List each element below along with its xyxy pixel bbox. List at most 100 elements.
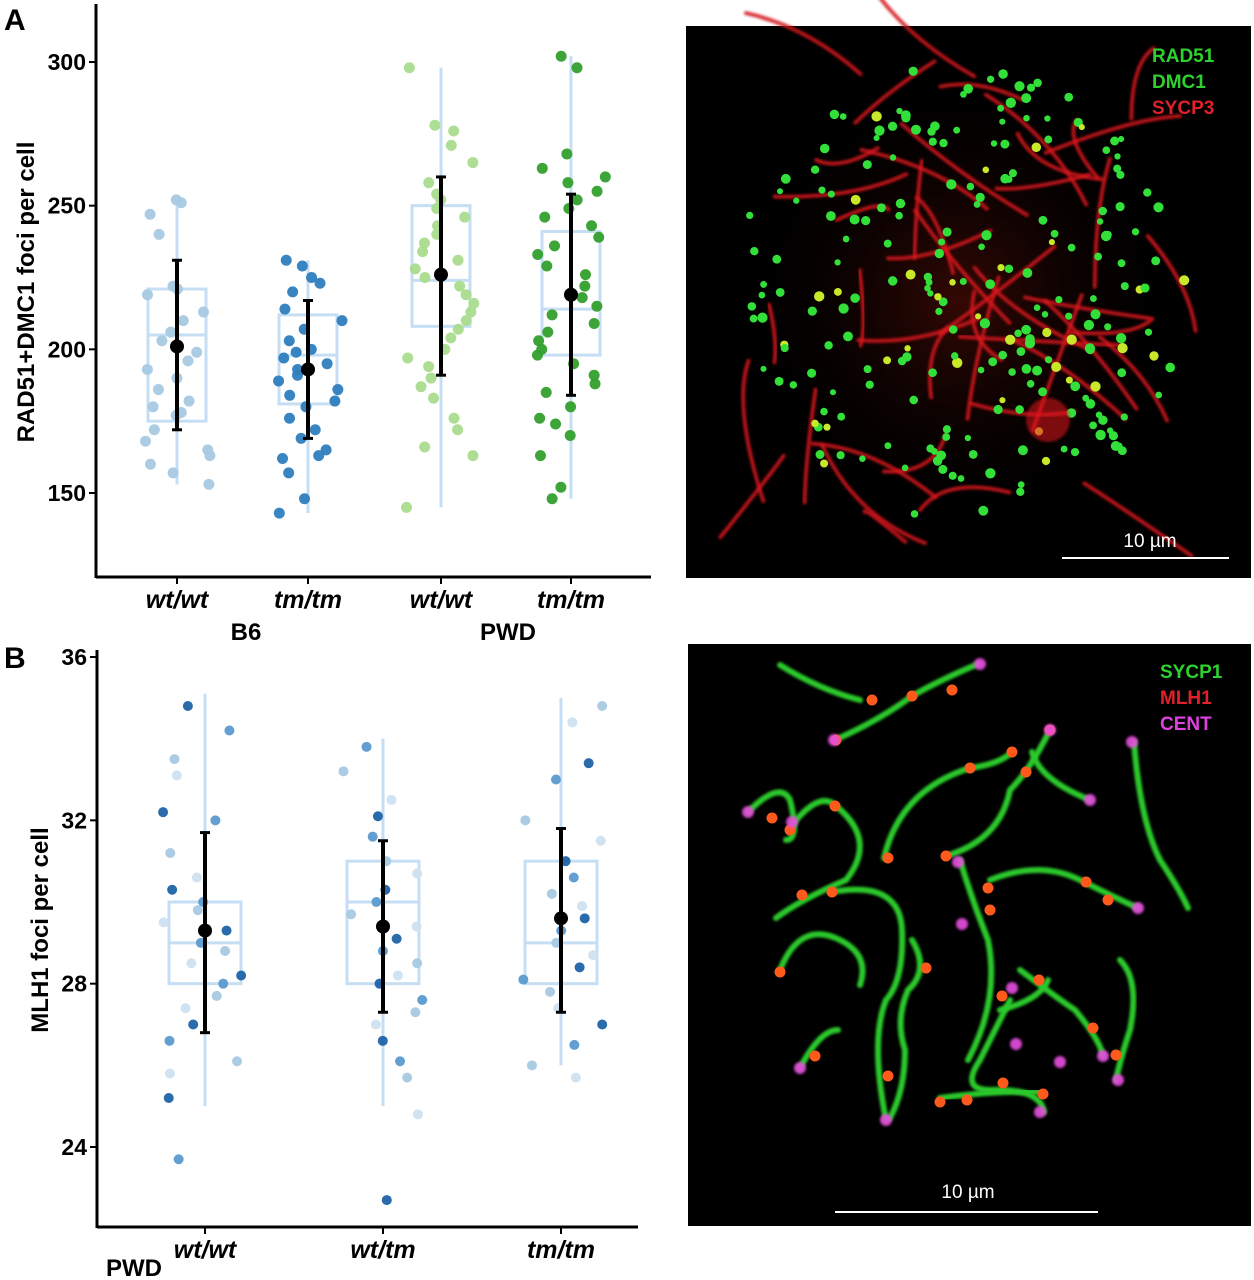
sycp3-axis [853,59,937,125]
data-point [542,326,554,338]
data-point [210,815,221,826]
rad51-dmc1-focus [1025,334,1035,344]
rad51-dmc1-focus [935,307,943,315]
data-point [381,1195,392,1206]
rad51-dmc1-focus [774,376,784,386]
rad51-dmc1-focus [910,510,919,518]
data-point [284,412,296,424]
rad51-dmc1-focus [1116,170,1125,179]
rad51-dmc1-focus [1004,264,1014,274]
sycp3-axis [741,358,766,504]
rad51-dmc1-focus [772,254,782,264]
data-point [236,970,247,981]
rad51-dmc1-focus [1014,81,1025,92]
rad51-dmc1-focus [827,190,835,198]
rad51-dmc1-focus [975,192,985,203]
data-point [377,1035,388,1046]
rad51-dmc1-focus [968,449,978,459]
rad51-dmc1-focus [820,407,828,416]
rad51-dmc1-focus [861,216,871,226]
panel-letter-a: A [4,4,26,37]
mlh1-focus [1080,876,1092,888]
data-point [175,197,187,209]
chart-a-y-axis-label: RAD51+DMC1 foci per cell [13,142,40,443]
rad51-dmc1-focus [1064,92,1074,102]
rad51-dmc1-focus [1155,391,1163,399]
data-point [534,412,546,424]
rad51-dmc1-focus [896,107,903,115]
rad51-dmc1-focus [1026,83,1036,92]
rad51-dmc1-focus [776,188,784,195]
data-point [549,240,561,252]
micrograph-2-legend-cent: CENT [1160,714,1212,735]
rad51-dmc1-focus [815,450,825,459]
centromere-signal [1126,736,1138,748]
rad51-dmc1-focus [988,357,998,367]
rad51-dmc1-focus [749,314,758,323]
data-point [273,507,285,519]
data-point [220,946,231,956]
rad51-dmc1-focus [814,291,825,302]
micrograph-1-chromosomes [718,0,1198,558]
data-point [191,872,202,883]
rad51-dmc1-focus [1070,381,1081,392]
rad51-dmc1-focus [793,197,800,204]
sycp3-axis [820,443,928,546]
rad51-dmc1-focus [981,230,992,241]
rad51-dmc1-focus [1000,139,1010,149]
data-point [560,856,571,867]
rad51-dmc1-focus [1140,283,1150,293]
rad51-dmc1-focus [985,468,996,479]
rad51-dmc1-focus [1110,440,1121,452]
data-point [403,62,415,74]
rad51-dmc1-focus [946,179,957,190]
rad51-dmc1-focus [1016,347,1026,356]
sycp1-bivalent [777,662,863,703]
rad51-dmc1-focus [758,291,766,299]
micrograph-sycp1-mlh1-cent: SYCP1 MLH1 CENT 10 µm [688,644,1251,1226]
rad51-dmc1-focus [850,293,860,303]
sycp3-axis [1129,46,1156,121]
chart-b-x-ticks: wt/wt wt/tm tm/tm [174,1227,595,1264]
mlh1-focus [964,762,976,774]
data-point [295,432,307,444]
data-point [531,349,543,361]
sycp1-bivalent [987,867,1141,911]
data-point [533,335,545,347]
rad51-dmc1-focus [930,448,938,455]
chart-a-group-pwd: PWD [480,619,536,646]
rad51-dmc1-focus [789,381,798,389]
rad51-dmc1-focus [1094,252,1103,261]
rad51-dmc1-focus [1144,328,1153,336]
data-point [152,384,164,396]
rad51-dmc1-focus [1151,256,1161,266]
data-point [411,921,422,932]
data-point [591,185,603,197]
rad51-dmc1-focus [1096,218,1104,225]
y-tick-label: 300 [48,49,86,75]
sycp3-axis [918,485,1012,513]
rad51-dmc1-focus [1055,295,1063,304]
data-point [551,937,562,948]
chart-a-group-b6: B6 [231,619,262,646]
data-point [597,701,608,711]
data-point [571,62,583,74]
rad51-dmc1-focus [1082,394,1090,402]
data-point [569,1039,580,1050]
rad51-dmc1-focus [957,475,965,482]
rad51-dmc1-focus [1033,78,1042,88]
rad51-dmc1-focus [873,134,880,142]
rad51-dmc1-focus [1090,381,1101,392]
rad51-dmc1-focus [966,182,975,191]
rad51-dmc1-focus [1104,230,1112,239]
rad51-dmc1-focus [1044,356,1053,364]
data-point [579,913,590,924]
data-point [278,352,290,364]
mlh1-focus [829,800,841,812]
data-point [283,467,295,479]
mlh1-focus [996,990,1008,1002]
data-point [410,1007,421,1018]
data-point [186,958,197,969]
rad51-dmc1-focus [810,165,820,174]
data-point [296,260,308,272]
